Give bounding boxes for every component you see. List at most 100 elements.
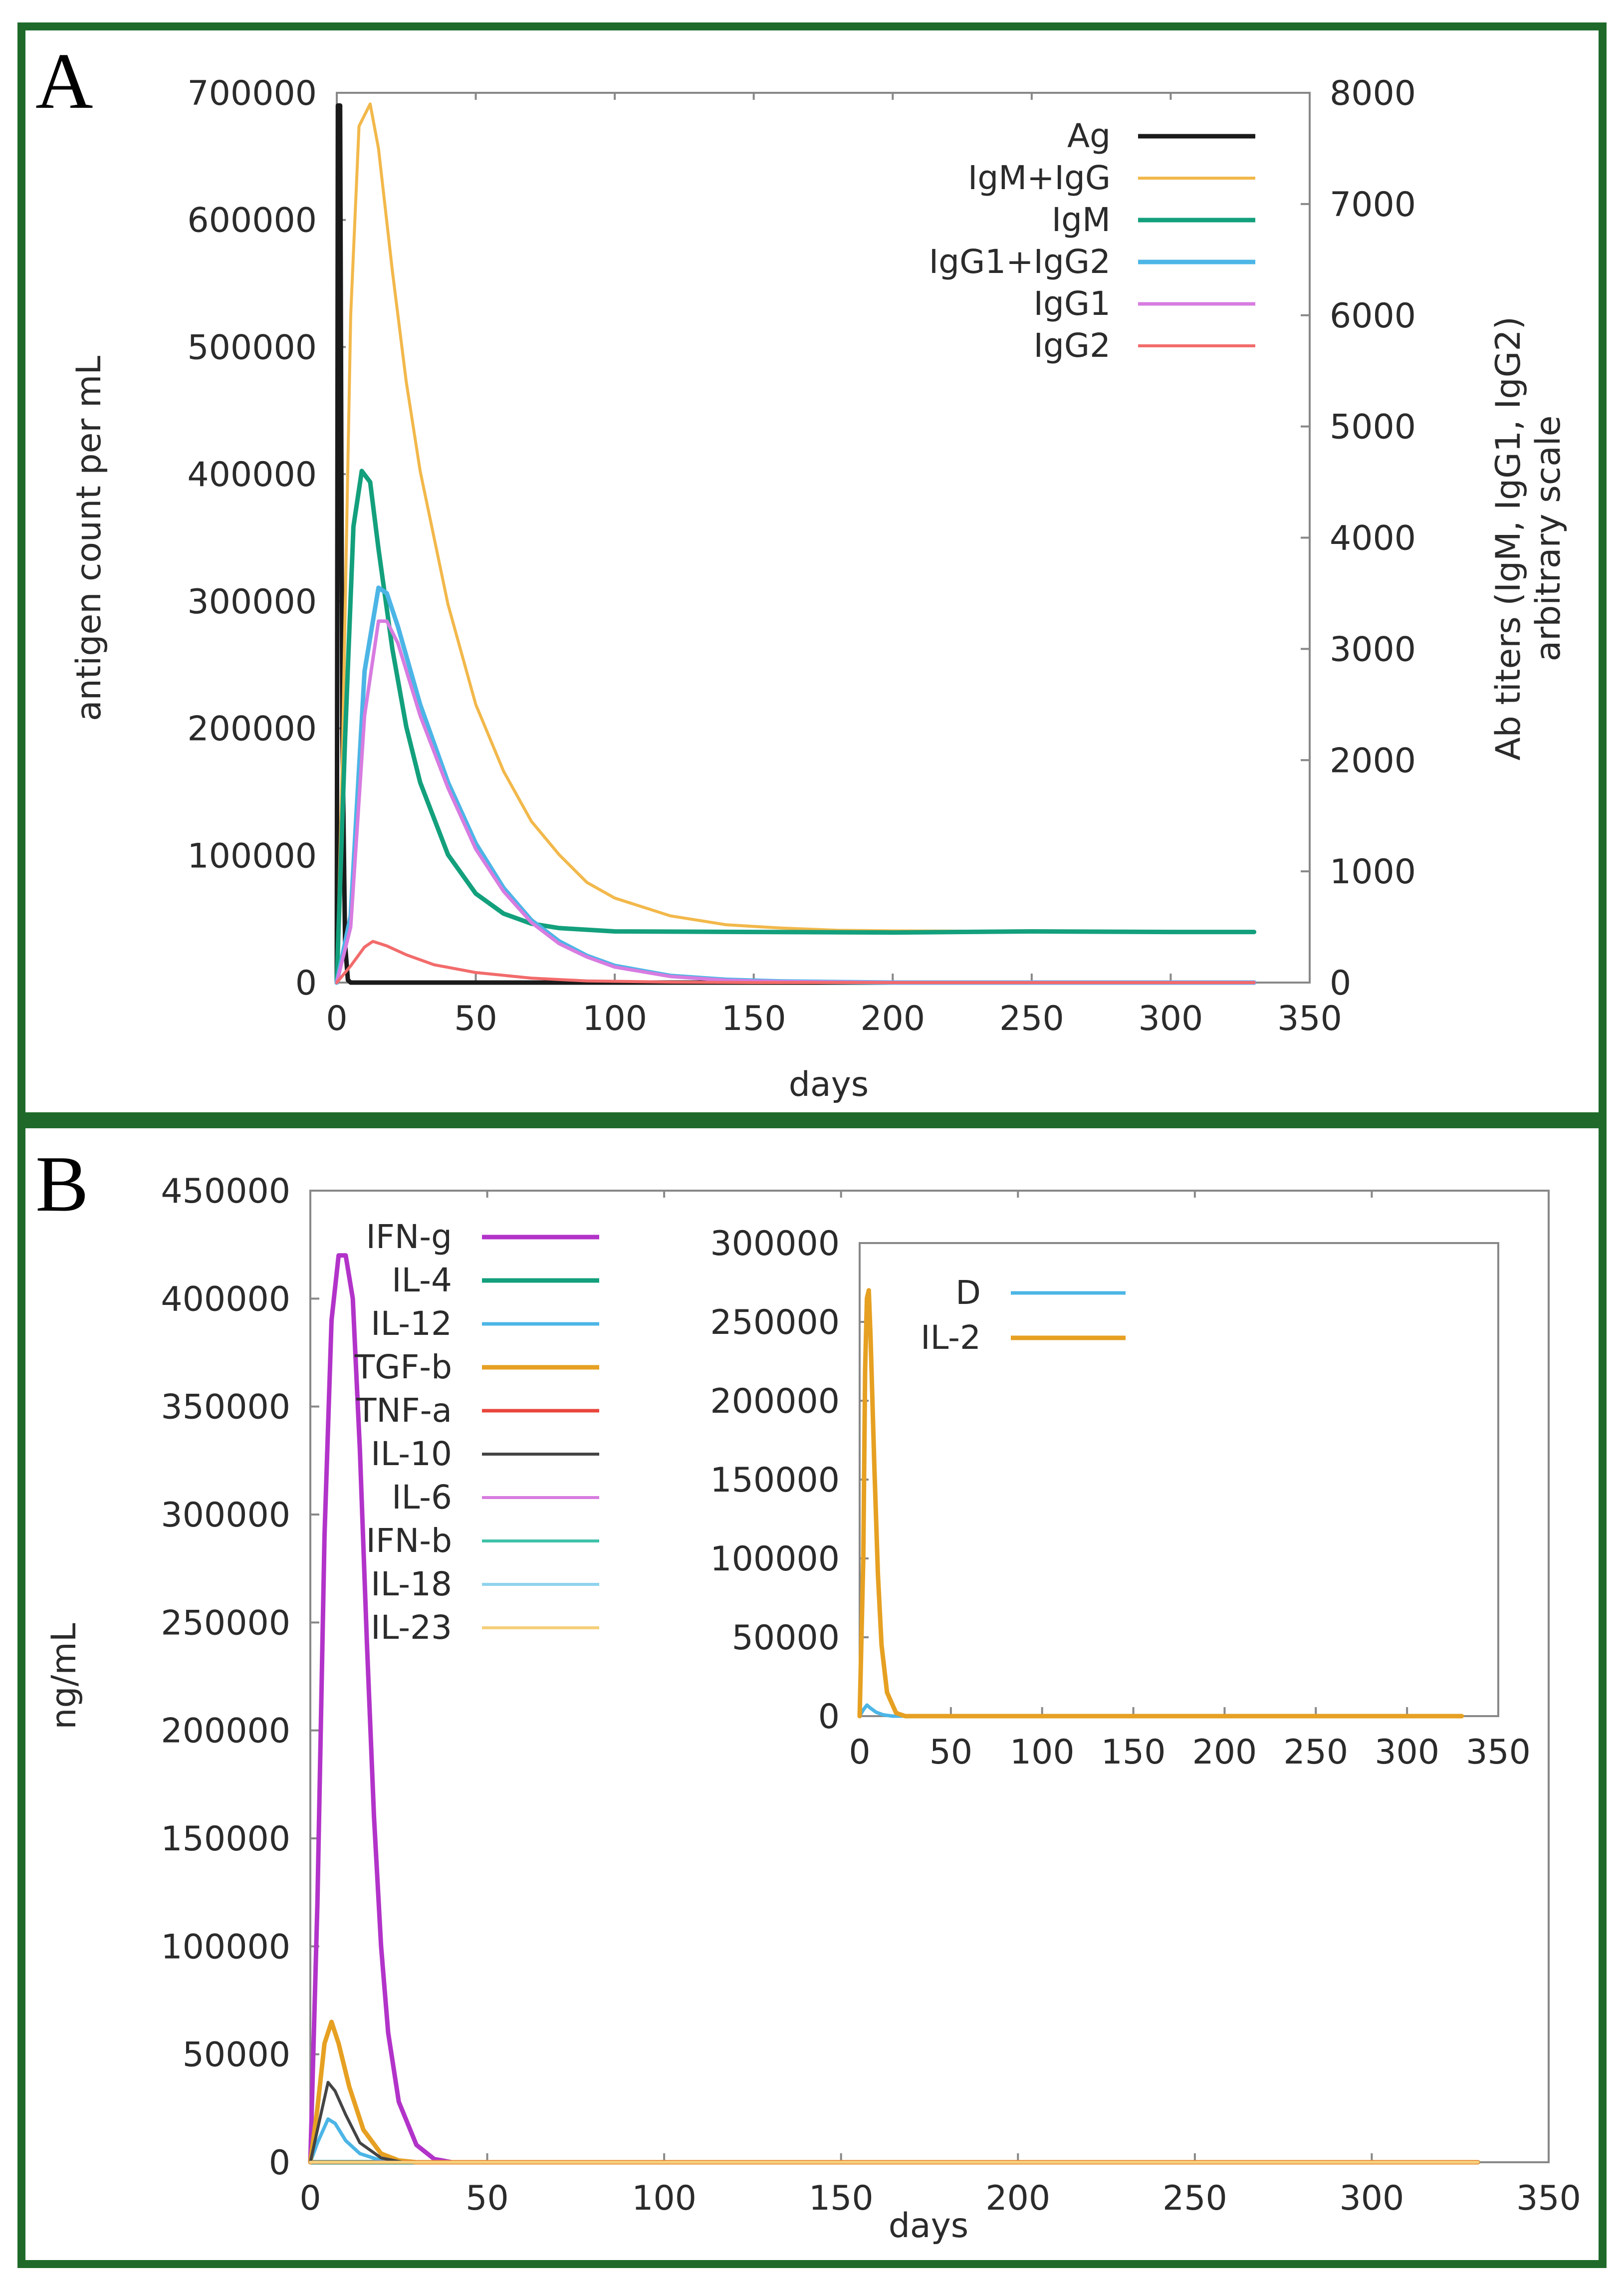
y2-a-tick-label: 0 — [1330, 964, 1351, 1003]
x-inset-tick-label: 200 — [1192, 1733, 1257, 1772]
x-inset-tick-label: 350 — [1466, 1733, 1531, 1772]
y2-a-tick-label: 1000 — [1330, 852, 1416, 892]
y-a-tick-label: 0 — [295, 964, 317, 1003]
series-igg1-igg2 — [334, 585, 1257, 985]
y-axis-label-b: ng/mL — [44, 1623, 84, 1729]
series-igg1 — [335, 619, 1256, 985]
legend-label-ifn-g: IFN-g — [366, 1218, 452, 1256]
legend-label-igm-igg: IgM+IgG — [968, 159, 1111, 197]
y-b-tick-label: 450000 — [161, 1172, 290, 1211]
series-group-a — [334, 102, 1257, 985]
y-a-tick-label: 100000 — [187, 836, 317, 876]
x-inset-tick-label: 150 — [1101, 1733, 1166, 1772]
y2-a-tick-label: 4000 — [1330, 519, 1416, 558]
x-b-tick-label: 200 — [985, 2179, 1050, 2218]
series-igg2 — [335, 940, 1256, 984]
y-b-tick-label: 50000 — [183, 2035, 290, 2075]
x-a-tick-label: 50 — [454, 999, 497, 1038]
y-a-tick-label: 700000 — [187, 74, 317, 113]
x-b-tick-label: 50 — [465, 2179, 509, 2218]
x-a-tick-label: 150 — [721, 999, 786, 1038]
gridlines-b — [486, 1191, 1373, 1198]
panel-b-frame: B 0 50 100 150 200 250 300 350 0 50000 100000 1500… — [17, 1120, 1607, 2268]
x-axis-ticks-a: 0 50 100 150 200 250 300 350 — [326, 974, 1342, 1038]
y2-axis-label-line2: arbitrary scale — [1529, 416, 1568, 662]
x-b-tick-label: 350 — [1516, 2179, 1581, 2218]
x-a-tick-label: 350 — [1277, 999, 1342, 1038]
legend-label-igm: IgM — [1052, 201, 1111, 239]
x-a-tick-label: 300 — [1139, 999, 1203, 1038]
y2-a-tick-label: 5000 — [1330, 408, 1416, 447]
legend-label-igg1-igg2: IgG1+IgG2 — [929, 243, 1111, 281]
legend-label-tnf-a: TNF-a — [356, 1391, 452, 1430]
y-inset-tick-label: 150000 — [710, 1461, 840, 1500]
plot-frame-a — [336, 92, 1311, 984]
gridlines-a — [474, 93, 1172, 100]
y-inset-tick-label: 50000 — [732, 1618, 840, 1658]
y-inset-tick-label: 250000 — [710, 1303, 840, 1342]
x-a-tick-label: 200 — [860, 999, 925, 1038]
legend-label-tgf-b: TGF-b — [354, 1348, 452, 1386]
x-a-tick-label: 0 — [326, 999, 347, 1038]
inset-chart: 0 50 100 150 200 250 300 350 0 50000 100000 150000… — [710, 1224, 1530, 1772]
legend-label-il-18: IL-18 — [371, 1565, 452, 1603]
y-b-tick-label: 400000 — [161, 1279, 290, 1319]
x-axis-label-a: days — [789, 1065, 869, 1104]
series-igm-igg — [335, 102, 1256, 984]
panel-label-b: B — [35, 1139, 89, 1228]
y-a-tick-label: 200000 — [187, 710, 317, 749]
legend-label-il-12: IL-12 — [371, 1304, 452, 1343]
inset-background — [860, 1243, 1498, 1716]
x-axis-ticks-b: 0 50 100 150 200 250 300 350 — [299, 2153, 1581, 2218]
panel-label-a: A — [35, 36, 93, 125]
legend-label-il-4: IL-4 — [392, 1261, 452, 1299]
x-b-tick-label: 0 — [299, 2179, 321, 2218]
x-inset-tick-label: 100 — [1010, 1733, 1075, 1772]
y2-a-tick-label: 6000 — [1330, 296, 1416, 336]
x-a-tick-label: 100 — [582, 999, 647, 1038]
legend-label-il-23: IL-23 — [371, 1608, 452, 1647]
series-il-2 — [857, 1288, 1464, 1719]
series-group-b — [308, 1253, 1480, 2165]
y-b-tick-label: 250000 — [161, 1603, 290, 1643]
series-il-12 — [308, 2117, 1480, 2164]
y-a-tick-label: 500000 — [187, 328, 317, 367]
y2-axis-label-line1: Ab titers (IgM, IgG1, IgG2) — [1489, 316, 1528, 761]
legend-label-igg2: IgG2 — [1034, 326, 1111, 365]
y-a-tick-label: 300000 — [187, 582, 317, 622]
y-a-tick-label: 600000 — [187, 201, 317, 241]
inset-series-group — [857, 1288, 1464, 1719]
series-igm — [334, 469, 1257, 985]
y2-a-tick-label: 3000 — [1330, 630, 1416, 669]
legend-label-igg1: IgG1 — [1034, 284, 1111, 323]
x-b-tick-label: 150 — [809, 2179, 874, 2218]
series-il-10 — [309, 2080, 1480, 2164]
inset-legend: D IL-2 — [921, 1273, 1126, 1357]
series-d — [858, 1703, 1464, 1718]
y2-axis-ticks-a: 0 1000 2000 3000 4000 5000 6000 7000 8000 — [1301, 74, 1416, 1003]
x-a-tick-label: 250 — [999, 999, 1064, 1038]
x-inset-tick-label: 250 — [1283, 1733, 1348, 1772]
y-inset-tick-label: 200000 — [710, 1382, 840, 1421]
legend-label-il-10: IL-10 — [371, 1435, 452, 1473]
y2-a-tick-label: 2000 — [1330, 741, 1416, 780]
chart-panel-b: B 0 50 100 150 200 250 300 350 0500001000001500… — [35, 1139, 1581, 2246]
series-ag — [334, 103, 1257, 985]
y-inset-tick-label: 100000 — [710, 1539, 840, 1579]
y2-a-tick-label: 8000 — [1330, 74, 1416, 113]
x-inset-tick-label: 300 — [1375, 1733, 1439, 1772]
legend-label-ifn-b: IFN-b — [366, 1522, 452, 1560]
legend-b: IFN-g IL-4 IL-12 TGF-b TNF-a IL-10 IL-6 IFN-b IL… — [354, 1218, 599, 1647]
y-axis-label-a: antigen count per mL — [69, 356, 109, 721]
legend-label-il-2: IL-2 — [921, 1318, 981, 1357]
x-inset-tick-label: 50 — [929, 1733, 973, 1772]
y-inset-tick-label: 0 — [818, 1697, 840, 1737]
y-b-tick-label: 0 — [269, 2143, 290, 2183]
series-ifn-g — [308, 1253, 1480, 2165]
y-b-tick-label: 100000 — [161, 1927, 290, 1967]
chart-panel-a: A 0 50 100 150 200 250 300 350 0 100000 200000 300… — [35, 36, 1568, 1104]
y-inset-tick-label: 300000 — [710, 1224, 840, 1264]
x-b-tick-label: 250 — [1162, 2179, 1227, 2218]
y-axis-ticks-a: 0 100000 200000 300000 400000 500000 600000 700… — [187, 74, 346, 1003]
legend-label-il-6: IL-6 — [392, 1478, 452, 1517]
